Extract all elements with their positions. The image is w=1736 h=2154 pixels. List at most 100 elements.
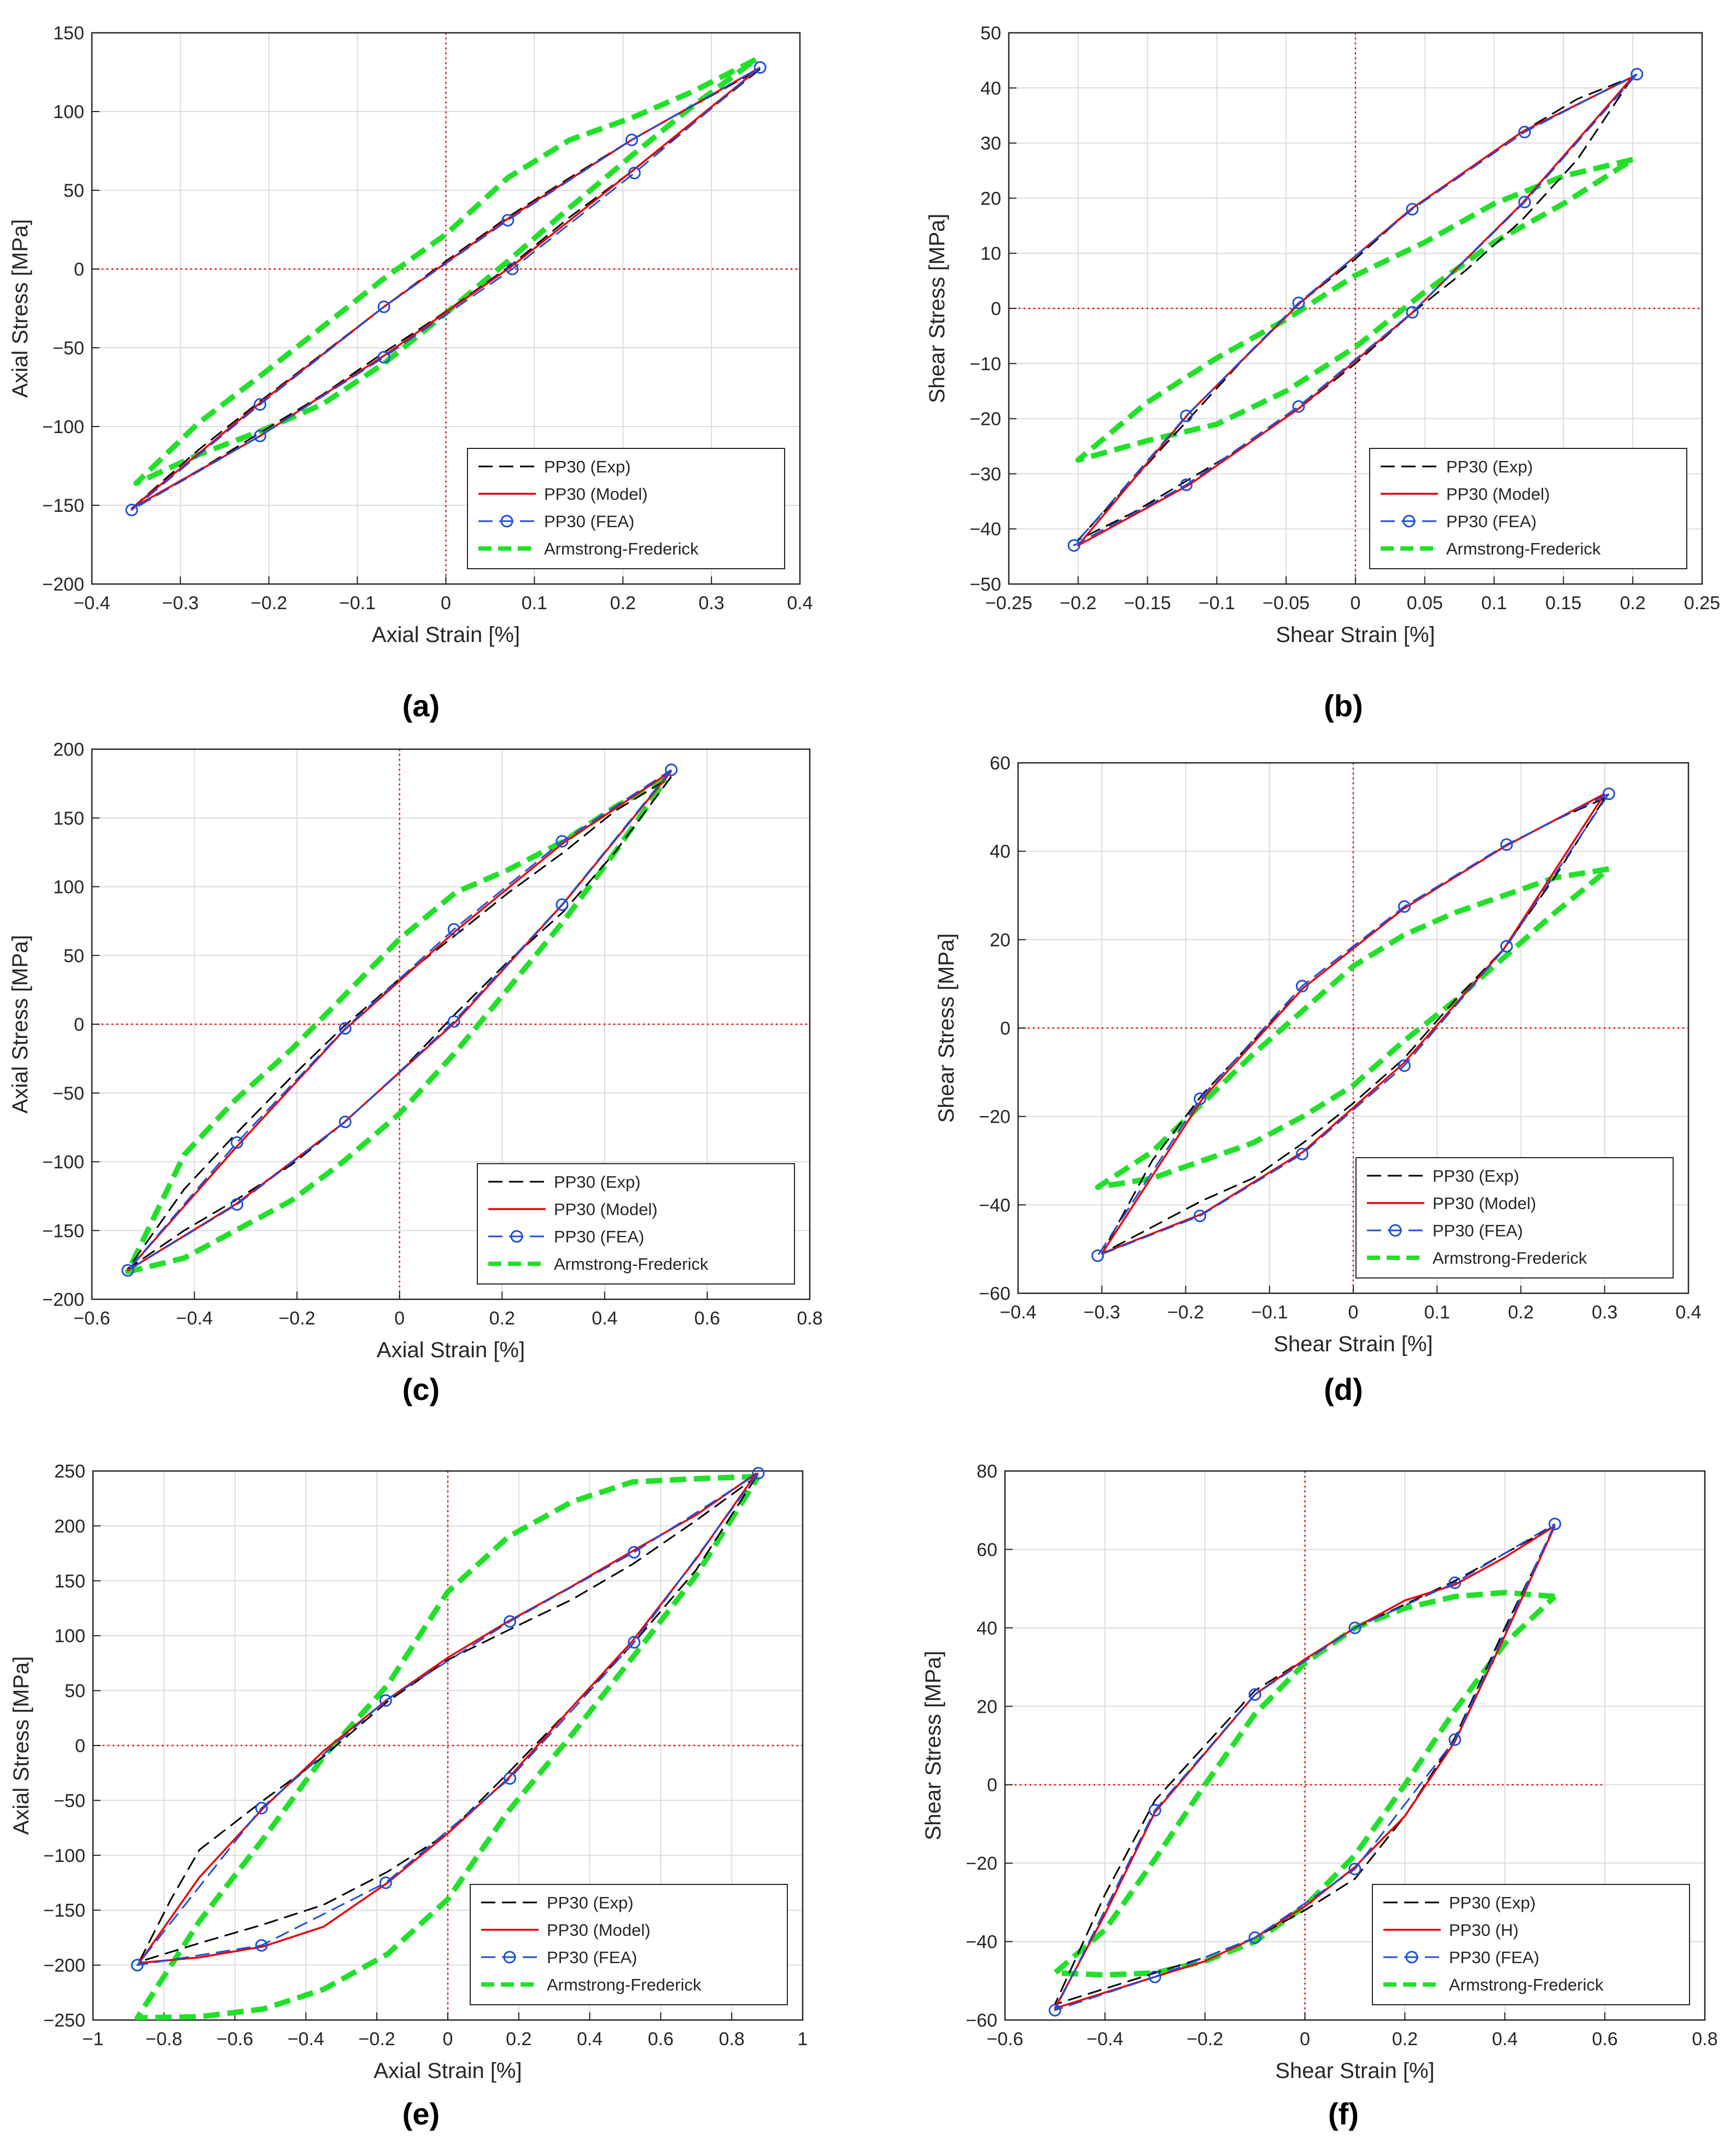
legend-label: PP30 (Exp) <box>1449 1893 1536 1912</box>
x-tick-label: 0.4 <box>1675 1302 1701 1323</box>
fea-marker <box>504 1615 517 1628</box>
x-tick-label: −0.4 <box>288 2029 324 2050</box>
series-line-af <box>1095 866 1611 1190</box>
fea-marker <box>1292 296 1305 310</box>
fea-marker <box>752 1467 765 1480</box>
fea-marker <box>1348 1621 1361 1635</box>
legend: PP30 (Exp) PP30 (Model) PP30 (FEA) Armstron… <box>470 1884 788 2005</box>
y-tick-label: −30 <box>969 464 1001 484</box>
y-tick-label: 250 <box>54 1461 85 1482</box>
fea-marker <box>1091 1249 1104 1262</box>
legend-label: PP30 (H) <box>1449 1920 1518 1940</box>
series-line-exp <box>138 1475 757 1963</box>
x-tick-label: 0.05 <box>1407 593 1443 614</box>
x-axis-label: Axial Strain [%] <box>377 1338 525 1362</box>
series-line-af <box>1075 156 1634 463</box>
y-axis-label: Axial Stress [MPa] <box>9 1656 33 1835</box>
legend-marker <box>1389 1224 1402 1237</box>
fea-marker <box>1292 400 1305 413</box>
y-tick-label: 100 <box>53 877 84 898</box>
y-tick-label: −150 <box>43 1900 85 1921</box>
y-tick-label: 0 <box>75 1736 85 1756</box>
chart-panel-6: −0.6 −0.4 −0.2 0 0.2 0.4 0.6 0.8 −60 −40 −20 0 20 40 6… <box>921 1461 1718 2131</box>
x-tick-label: −0.4 <box>73 593 110 614</box>
x-tick-label: −0.15 <box>1124 593 1171 614</box>
x-tick-label: 0.2 <box>1620 593 1646 614</box>
y-tick-label: 10 <box>980 243 1001 264</box>
x-tick-label: −0.25 <box>985 593 1032 614</box>
legend-label: PP30 (FEA) <box>544 512 634 531</box>
x-tick-label: 0.3 <box>1592 1302 1617 1323</box>
axes-box <box>1004 1470 1706 2021</box>
y-tick-label: 60 <box>990 753 1010 774</box>
y-tick-label: −60 <box>966 2010 997 2031</box>
legend: PP30 (Exp) PP30 (H) PP30 (FEA) Armstrong-Fr… <box>1372 1884 1690 2005</box>
fea-marker <box>1448 1576 1462 1589</box>
legend-label: PP30 (FEA) <box>1433 1221 1523 1240</box>
legend: PP30 (Exp) PP30 (Model) PP30 (FEA) Armstron… <box>1355 1157 1674 1279</box>
x-tick-label: −0.2 <box>359 2029 395 2050</box>
series-line-model <box>131 66 761 510</box>
y-axis-label: Shear Stress [MPa] <box>934 933 958 1123</box>
legend-marker <box>1402 515 1416 528</box>
y-tick-label: −200 <box>42 1289 84 1310</box>
legend-label: PP30 (Exp) <box>1446 457 1533 476</box>
x-tick-label: 0.3 <box>698 593 724 614</box>
legend-label: PP30 (Exp) <box>1433 1166 1519 1186</box>
legend-label: PP30 (Model) <box>1433 1194 1536 1213</box>
fea-marker <box>1048 2004 1061 2017</box>
fea-marker <box>1248 1931 1261 1944</box>
y-tick-label: −200 <box>42 574 84 595</box>
x-tick-label: −0.05 <box>1262 593 1310 614</box>
fea-marker <box>556 898 569 911</box>
fea-marker <box>254 398 267 411</box>
y-tick-label: 50 <box>63 180 84 201</box>
series-group <box>1073 73 1638 547</box>
x-tick-label: 0 <box>443 2029 453 2050</box>
fea-marker <box>1194 1210 1207 1223</box>
fea-marker <box>1406 306 1419 319</box>
fea-marker <box>504 1772 517 1785</box>
x-tick-label: 0.6 <box>648 2029 674 2050</box>
legend: PP30 (Exp) PP30 (Model) PP30 (FEA) Armstron… <box>1369 448 1687 569</box>
series-line-exp <box>131 68 761 510</box>
series-line-fea <box>1097 793 1610 1257</box>
y-tick-label: −150 <box>42 495 84 516</box>
x-tick-label: −0.1 <box>1251 1302 1288 1323</box>
y-tick-label: −40 <box>979 1195 1010 1216</box>
panel-caption: (b) <box>1324 688 1363 723</box>
x-axis-label: Shear Strain [%] <box>1273 1332 1433 1356</box>
fea-marker <box>230 1198 243 1211</box>
x-axis-label: Axial Strain [%] <box>373 2059 522 2083</box>
series-line-fea <box>136 1472 759 1966</box>
x-axis-label: Shear Strain [%] <box>1275 2059 1434 2083</box>
fea-marker <box>125 504 138 517</box>
fea-marker <box>1148 1803 1161 1817</box>
series-line-fea <box>131 67 761 511</box>
x-tick-label: 0.1 <box>1481 593 1507 614</box>
y-tick-label: 50 <box>63 945 84 966</box>
x-tick-label: 0.8 <box>797 1308 822 1329</box>
legend-marker <box>503 1951 516 1964</box>
x-tick-label: −0.1 <box>1199 593 1235 614</box>
legend-label: Armstrong-Frederick <box>1433 1248 1587 1268</box>
x-tick-label: −0.2 <box>250 593 287 614</box>
legend-label: PP30 (FEA) <box>554 1227 644 1246</box>
fea-marker <box>506 262 519 276</box>
fea-marker <box>1448 1733 1462 1746</box>
legend: PP30 (Exp) PP30 (Model) PP30 (FEA) Armstron… <box>477 1163 795 1285</box>
y-tick-label: −50 <box>54 1790 85 1811</box>
y-tick-label: 20 <box>977 1696 997 1717</box>
y-tick-label: 60 <box>977 1539 997 1560</box>
x-tick-label: −0.4 <box>176 1308 213 1329</box>
x-tick-label: 0 <box>1351 593 1361 614</box>
fea-marker <box>628 1636 641 1649</box>
x-tick-label: 0 <box>1300 2029 1310 2050</box>
x-tick-label: −0.4 <box>999 1302 1036 1323</box>
y-tick-label: 40 <box>990 842 1010 862</box>
series-line-fea <box>1073 73 1638 546</box>
y-tick-label: 80 <box>977 1461 997 1482</box>
fea-marker <box>1180 478 1193 492</box>
y-tick-label: 100 <box>53 102 84 122</box>
